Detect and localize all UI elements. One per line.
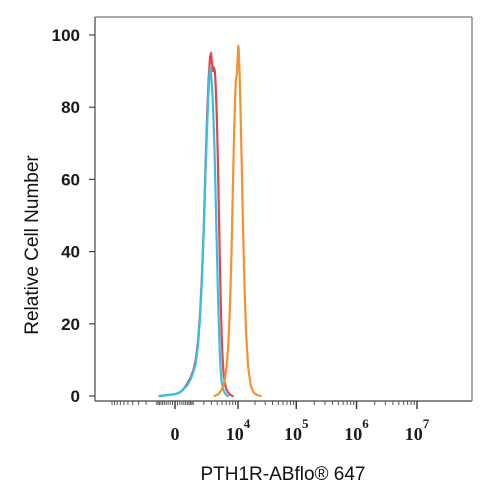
x-tick-exponent: 7 (423, 416, 430, 431)
x-tick-exponent: 4 (244, 416, 251, 431)
y-tick-label: 20 (61, 315, 80, 334)
histogram-series-3 (213, 44, 262, 398)
series-layer (158, 44, 262, 398)
x-tick-label: 106 (344, 416, 369, 444)
x-ticks: 0 104 105 106 107 (111, 401, 430, 444)
x-tick-label: 104 (226, 416, 251, 444)
y-tick-label: 0 (71, 387, 80, 406)
x-tick-label: 107 (405, 416, 430, 444)
x-tick-label: 0 (171, 424, 180, 444)
y-ticks: 0 20 40 60 80 100 (52, 26, 95, 406)
x-tick-exponent: 5 (302, 416, 309, 431)
plot-area: 0 20 40 60 80 100 0 104 105 106 107 (52, 16, 473, 444)
y-tick-label: 40 (61, 243, 80, 262)
x-tick-label: 105 (284, 416, 309, 444)
x-tick-exponent: 6 (362, 416, 369, 431)
y-tick-label: 60 (61, 170, 80, 189)
histogram-series-1 (158, 51, 234, 398)
histogram-series-2 (158, 66, 230, 398)
y-axis-title: Relative Cell Number (22, 155, 43, 335)
y-tick-label: 80 (61, 98, 80, 117)
x-axis-title: PTH1R-ABflo® 647 (200, 464, 365, 485)
y-tick-label: 100 (52, 26, 80, 45)
